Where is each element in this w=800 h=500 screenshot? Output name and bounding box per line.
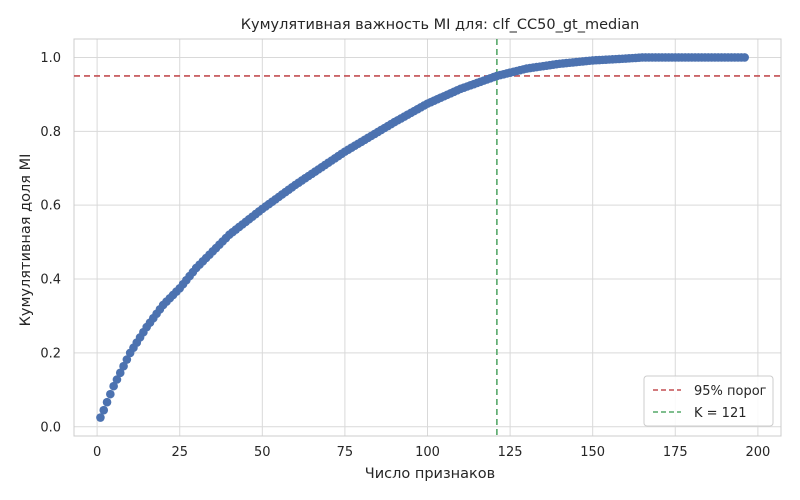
x-tick-label: 200: [745, 445, 770, 460]
data-point: [112, 375, 122, 384]
x-tick-label: 50: [254, 445, 271, 460]
grid: [74, 39, 781, 436]
legend-box: [643, 375, 774, 427]
plot-frame: [73, 38, 782, 437]
y-axis-label: Кумулятивная доля MI: [18, 154, 34, 327]
data-point: [106, 389, 115, 399]
y-tick-label: 0.8: [40, 125, 61, 140]
chart-title: Кумулятивная важность MI для: clf_CC50_g…: [241, 17, 640, 33]
x-tick-label: 175: [663, 445, 688, 460]
data-points: [96, 53, 749, 422]
legend-label-k: K = 121: [694, 406, 747, 421]
data-point: [102, 397, 112, 407]
y-tick-label: 0.6: [40, 199, 61, 214]
y-tick-label: 1.0: [40, 51, 61, 66]
data-point: [119, 361, 128, 371]
y-tick-label: 0.2: [40, 346, 61, 361]
legend-label-threshold: 95% порог: [694, 384, 767, 399]
data-point: [115, 368, 125, 378]
legend: 95% порог K = 121: [643, 375, 774, 427]
x-tick-label: 100: [415, 445, 440, 460]
reference-lines: [74, 39, 781, 436]
x-tick-label: 0: [93, 445, 101, 460]
data-point: [740, 53, 749, 62]
data-point: [96, 413, 105, 422]
data-point: [109, 381, 118, 391]
x-tick-label: 125: [498, 445, 523, 460]
x-tick-label: 150: [580, 445, 605, 460]
y-tick-labels: 0.0 0.2 0.4 0.6 0.8 1.0: [40, 51, 61, 435]
data-point: [99, 405, 109, 415]
x-tick-label: 25: [171, 445, 188, 460]
x-tick-label: 75: [337, 445, 354, 460]
y-tick-label: 0.0: [40, 420, 61, 435]
x-tick-labels: 0 25 50 75 100 125 150 175 200: [93, 445, 770, 460]
x-axis-label: Число признаков: [365, 466, 495, 482]
data-point: [122, 355, 132, 364]
y-tick-label: 0.4: [40, 273, 61, 288]
